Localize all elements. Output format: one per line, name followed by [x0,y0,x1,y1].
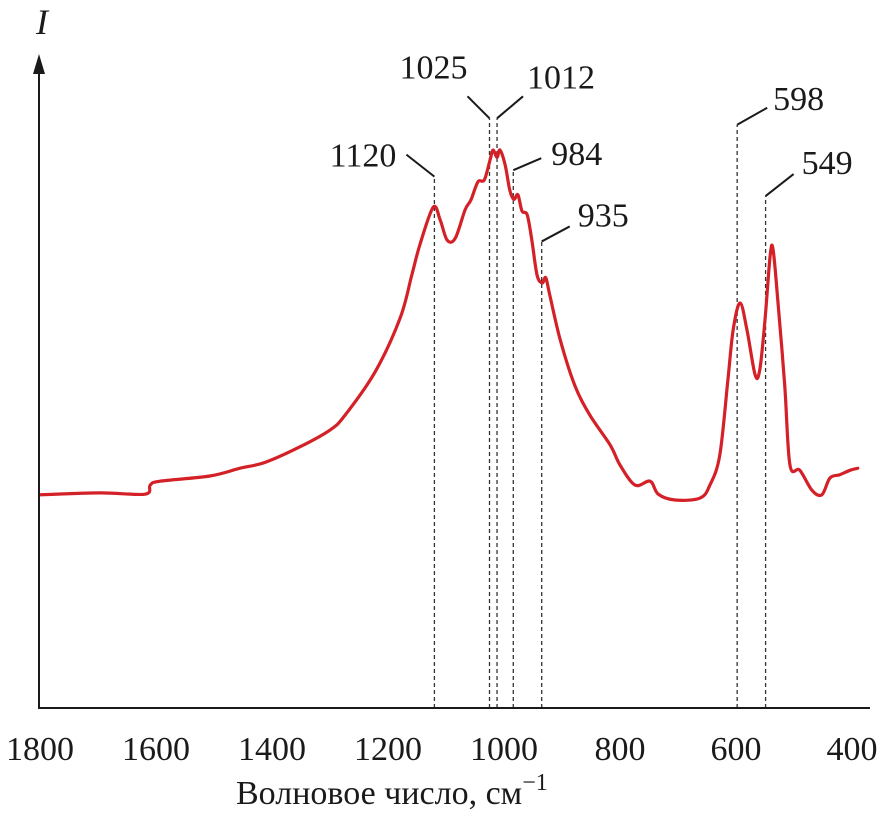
peak-leader-line [736,106,768,126]
peak-annotation: 549 [764,145,853,708]
peak-leader-line [512,157,542,172]
peak-annotation: 598 [736,81,824,708]
peak-leader-line [541,225,571,243]
x-tick-label: 1600 [122,731,190,768]
peak-label: 984 [551,136,602,173]
x-tick-label: 1400 [238,731,306,768]
peak-label: 598 [773,81,824,118]
y-axis-label: I [35,2,50,42]
peak-label: 549 [802,145,853,182]
peak-annotation: 1012 [496,59,595,708]
peak-label: 1120 [330,138,397,175]
peak-label: 935 [578,197,629,234]
x-tick-label: 600 [711,731,762,768]
x-tick-label: 800 [595,731,646,768]
x-tick-label: 1200 [354,731,422,768]
peak-annotation: 1120 [330,138,436,708]
x-tick-label: 1000 [470,731,538,768]
peak-annotation: 935 [541,197,629,708]
peak-label: 1025 [400,49,468,86]
peak-leader-line [405,153,436,178]
peak-leader-line [496,95,524,120]
peak-leader-line [764,173,795,197]
annotations: 1120 1025 1012 984 935 598 549 [330,49,853,708]
spectrum-line [38,148,860,502]
y-axis-arrow [33,54,45,74]
x-tick-label: 1800 [6,731,74,768]
peak-annotation: 1025 [400,49,491,708]
peak-label: 1012 [527,59,595,96]
peak-annotation: 984 [512,136,602,708]
peak-leader-line [466,95,491,120]
x-tick-label: 400 [827,731,878,768]
x-axis-label: Волновое число, см−1 [236,770,548,812]
x-tick-labels: 1800 1600 1400 1200 1000 800 600 400 [6,731,878,768]
x-axis-label-exponent: −1 [522,770,548,796]
x-axis-label-text: Волновое число, см [236,775,522,812]
